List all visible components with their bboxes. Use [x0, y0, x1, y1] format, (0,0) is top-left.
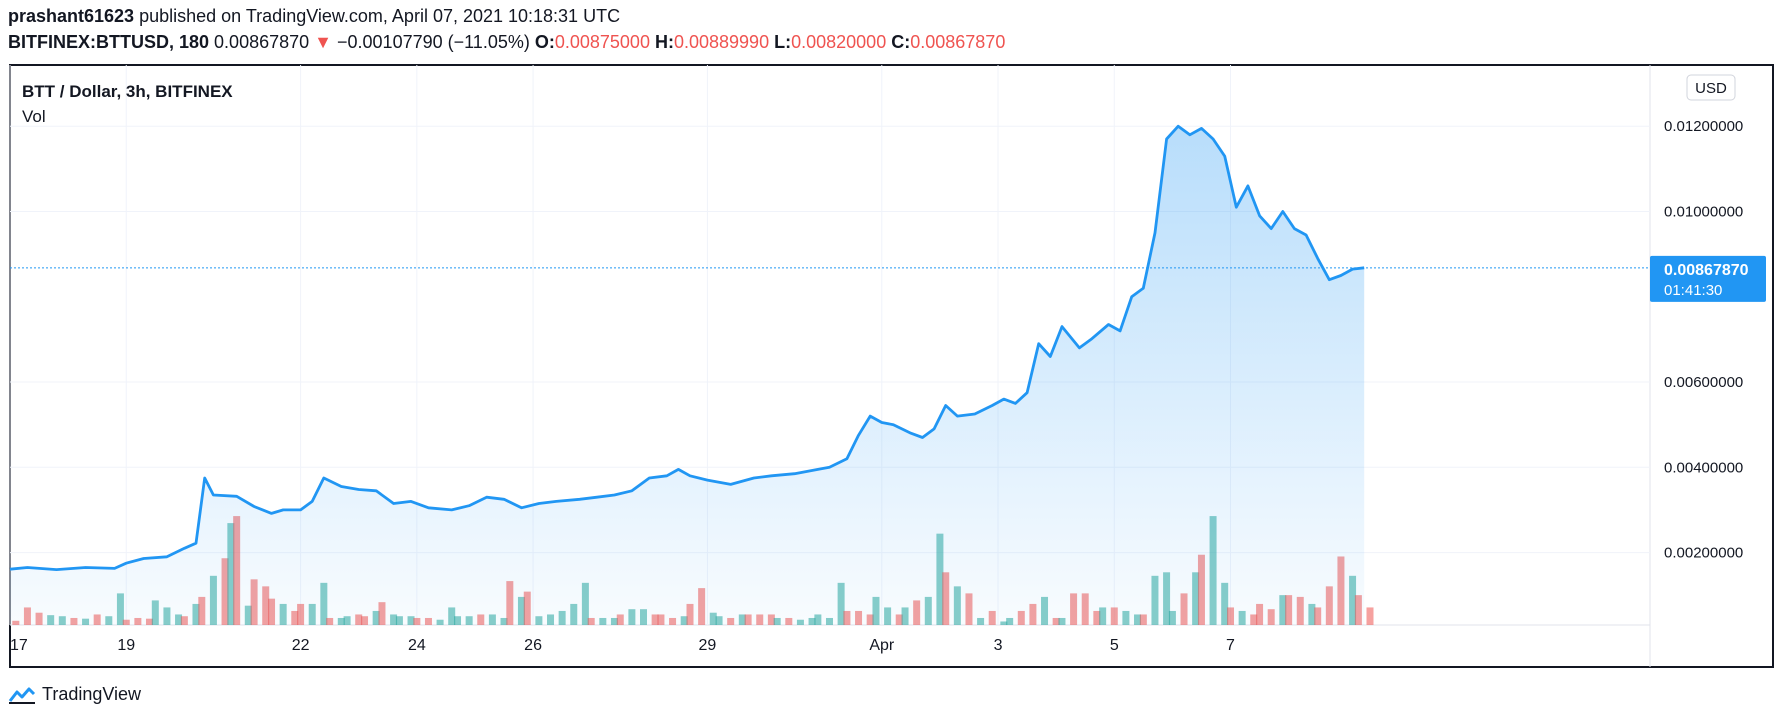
open-label: O:	[534, 32, 555, 52]
tradingview-logo-icon	[8, 687, 36, 704]
author-name[interactable]: prashant61623	[8, 6, 135, 26]
last-price-tag-value: 0.00867870	[1664, 262, 1749, 279]
bar-countdown: 01:41:30	[1664, 282, 1722, 299]
last-price: 0.00867870	[214, 32, 310, 52]
high-label: H:	[654, 32, 674, 52]
price-tick-label: 0.00600000	[1664, 374, 1743, 391]
price-line	[9, 124, 1365, 571]
chart-legend-title: BTT / Dollar, 3h, BITFINEX	[22, 82, 233, 101]
time-tick-label: 22	[292, 637, 310, 654]
time-tick-label: 24	[408, 637, 426, 654]
low-value: 0.00820000	[791, 32, 887, 52]
time-tick-label: 29	[699, 637, 717, 654]
close-value: 0.00867870	[910, 32, 1006, 52]
price-tick-label: 0.01000000	[1664, 204, 1743, 221]
time-tick-label: Apr	[869, 637, 895, 654]
symbol-info: BITFINEX:BTTUSD, 180 0.00867870 ▼ −0.001…	[8, 32, 1005, 53]
publish-info: prashant61623 published on TradingView.c…	[8, 6, 620, 27]
last-price-tag: 0.00867870 01:41:30	[1650, 255, 1766, 302]
tradingview-brand[interactable]: TradingView	[8, 684, 141, 705]
symbol-label: BITFINEX:BTTUSD, 180	[8, 32, 210, 52]
time-tick-label: 19	[117, 637, 135, 654]
price-axis-labels: 0.00200000 0.00400000 0.00600000 0.01000000…	[1664, 118, 1743, 561]
time-tick-label: 26	[524, 637, 542, 654]
price-area-fill	[10, 126, 1365, 625]
time-tick-label: 5	[1110, 637, 1119, 654]
brand-label: TradingView	[42, 684, 142, 704]
low-label: L:	[774, 32, 792, 52]
price-change: −0.00107790 (−11.05%)	[337, 32, 530, 52]
publish-text: published on TradingView.com, April 07, …	[139, 6, 621, 26]
time-tick-label: 7	[1226, 637, 1235, 654]
volume-bar	[1366, 607, 1374, 625]
price-tick-label: 0.00200000	[1664, 545, 1743, 562]
down-triangle-icon: ▼	[314, 32, 332, 52]
time-axis-labels: 17 19 22 24 26 29 Apr 3 5 7	[10, 637, 1235, 654]
close-label: C:	[891, 32, 911, 52]
price-tick-label: 0.00400000	[1664, 459, 1743, 476]
currency-button[interactable]: USD	[1686, 74, 1736, 101]
open-value: 0.00875000	[554, 32, 650, 52]
time-tick-label: 17	[10, 637, 28, 654]
time-tick-label: 3	[994, 637, 1003, 654]
price-tick-label: 0.01200000	[1664, 118, 1743, 135]
currency-label: USD	[1695, 80, 1727, 97]
volume-legend[interactable]: Vol	[22, 107, 46, 126]
high-value: 0.00889990	[673, 32, 770, 52]
